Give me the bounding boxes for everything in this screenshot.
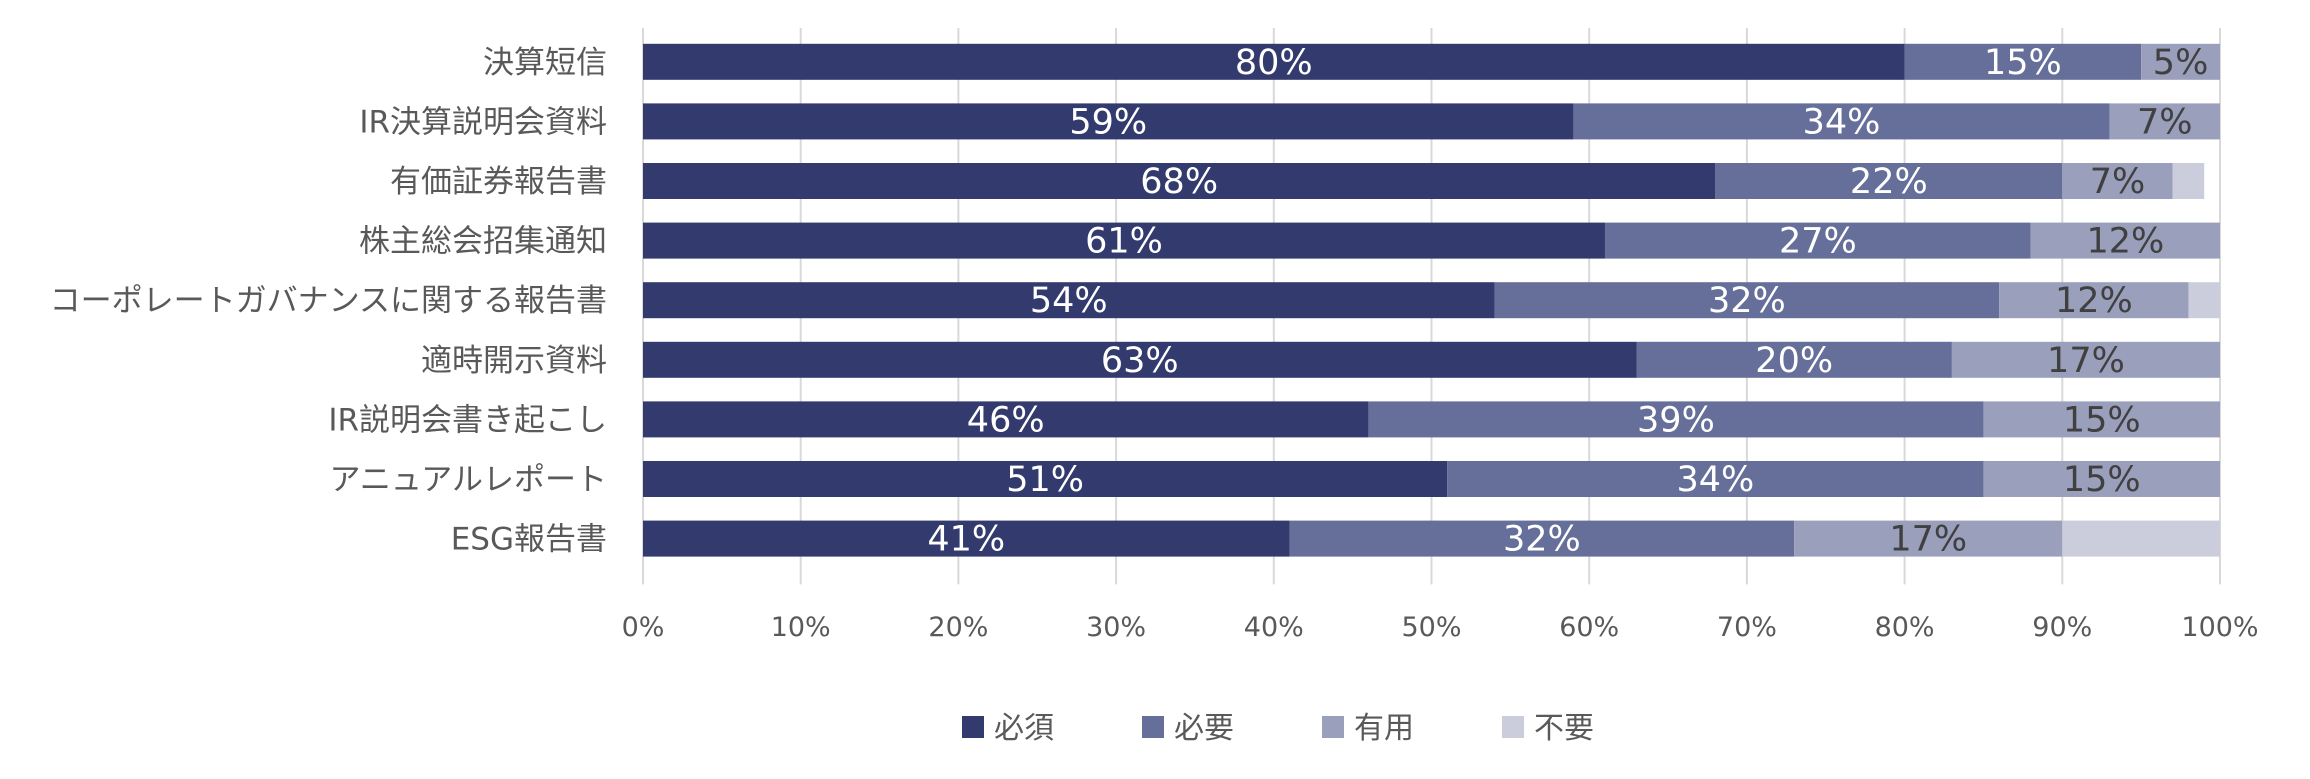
bars: 80% 15% 5% 59% 34% 7% 68% 22% 7% 61% 27% 12% 54% 32% 1… — [643, 43, 2220, 560]
data-label: 51% — [1006, 460, 1084, 500]
category-label: 株主総会招集通知 — [359, 224, 607, 260]
bar-segment — [643, 222, 1605, 259]
legend-swatch — [1502, 716, 1524, 738]
bar-segment — [643, 103, 1574, 140]
data-label: 15% — [2063, 400, 2141, 440]
category-label: 決算短信 — [483, 45, 607, 81]
x-tick-label: 0% — [622, 612, 665, 643]
data-label: 46% — [967, 400, 1045, 440]
x-tick-label: 80% — [1875, 612, 1935, 643]
legend-label: 必要 — [1174, 711, 1234, 746]
data-label: 15% — [2063, 460, 2141, 500]
x-tick-label: 90% — [2032, 612, 2092, 643]
x-tick-label: 30% — [1086, 612, 1146, 643]
bar-segment — [2172, 163, 2205, 199]
category-label: コーポレートガバナンスに関する報告書 — [50, 283, 607, 319]
data-label: 17% — [2047, 341, 2125, 381]
legend-label: 必須 — [994, 711, 1054, 746]
data-label: 22% — [1850, 162, 1928, 202]
x-tick-label: 40% — [1244, 612, 1304, 643]
data-label: 27% — [1779, 222, 1857, 262]
x-tick-label: 100% — [2181, 612, 2258, 643]
category-label: IR説明会書き起こし — [328, 402, 607, 438]
bar-segment — [1604, 222, 2031, 259]
legend-swatch — [962, 716, 984, 738]
data-label: 80% — [1235, 43, 1313, 83]
bar-segment — [1368, 401, 1984, 438]
bar-segment — [1904, 43, 2142, 80]
x-axis-ticks: 0% 10% 20% 30% 40% 50% 60% 70% 80% 90% 100% — [622, 612, 2259, 643]
bar-segment — [643, 401, 1369, 438]
bar-segment — [1447, 461, 1984, 497]
data-label: 32% — [1503, 520, 1581, 560]
x-tick-label: 10% — [771, 612, 831, 643]
bar-segment — [1573, 103, 2110, 140]
data-label: 7% — [2137, 102, 2193, 142]
data-label: 68% — [1140, 162, 1218, 202]
legend-swatch — [1322, 716, 1344, 738]
bar-segment — [2109, 103, 2220, 140]
bar-segment — [643, 341, 1637, 378]
bar-segment — [1983, 401, 2220, 438]
data-label: 41% — [927, 520, 1005, 560]
category-label: IR決算説明会資料 — [359, 104, 607, 140]
legend-swatch — [1142, 716, 1164, 738]
bar-segment — [1289, 520, 1795, 557]
data-label: 15% — [1984, 43, 2062, 83]
bar-segment — [2062, 520, 2220, 557]
category-label: アニュアルレポート — [330, 462, 607, 498]
data-label: 32% — [1708, 281, 1786, 321]
bar-segment — [643, 282, 1495, 319]
x-tick-label: 70% — [1717, 612, 1777, 643]
category-label: ESG報告書 — [451, 522, 607, 558]
x-tick-label: 50% — [1401, 612, 1461, 643]
bar-segment — [1951, 341, 2220, 378]
data-label: 59% — [1069, 102, 1147, 142]
data-label: 12% — [2055, 281, 2133, 321]
data-label: 34% — [1676, 460, 1754, 500]
data-label: 12% — [2086, 222, 2164, 262]
bar-segment — [1715, 163, 2063, 199]
data-label: 20% — [1755, 341, 1833, 381]
bar-segment — [1636, 341, 1952, 378]
bar-segment — [643, 461, 1448, 497]
data-label: 39% — [1637, 400, 1715, 440]
data-label: 7% — [2090, 162, 2146, 202]
bar-segment — [2141, 43, 2220, 80]
data-label: 5% — [2153, 43, 2209, 83]
category-label: 適時開示資料 — [421, 343, 607, 379]
bar-segment — [2062, 163, 2173, 199]
bar-segment — [2188, 282, 2220, 319]
category-labels: 決算短信 IR決算説明会資料有価証券報告書株主総会招集通知コーポレートガバナンスに… — [50, 45, 607, 558]
legend: 必須 必要 有用 不要 — [962, 711, 1594, 746]
data-label: 54% — [1030, 281, 1108, 321]
bar-segment — [1794, 520, 2063, 557]
data-label: 61% — [1085, 222, 1163, 262]
bar-segment — [1999, 282, 2189, 319]
bar-segment — [1494, 282, 2000, 319]
bar-segment — [643, 520, 1290, 557]
category-label: 有価証券報告書 — [390, 164, 607, 200]
x-tick-label: 20% — [928, 612, 988, 643]
bar-segment — [1983, 461, 2220, 497]
data-label: 17% — [1889, 520, 1967, 560]
legend-label: 不要 — [1534, 711, 1594, 746]
bar-segment — [2030, 222, 2220, 259]
legend-label: 有用 — [1354, 711, 1414, 746]
data-label: 63% — [1101, 341, 1179, 381]
data-label: 34% — [1803, 102, 1881, 142]
bar-segment — [643, 163, 1716, 199]
bar-segment — [643, 43, 1905, 80]
x-tick-label: 60% — [1559, 612, 1619, 643]
